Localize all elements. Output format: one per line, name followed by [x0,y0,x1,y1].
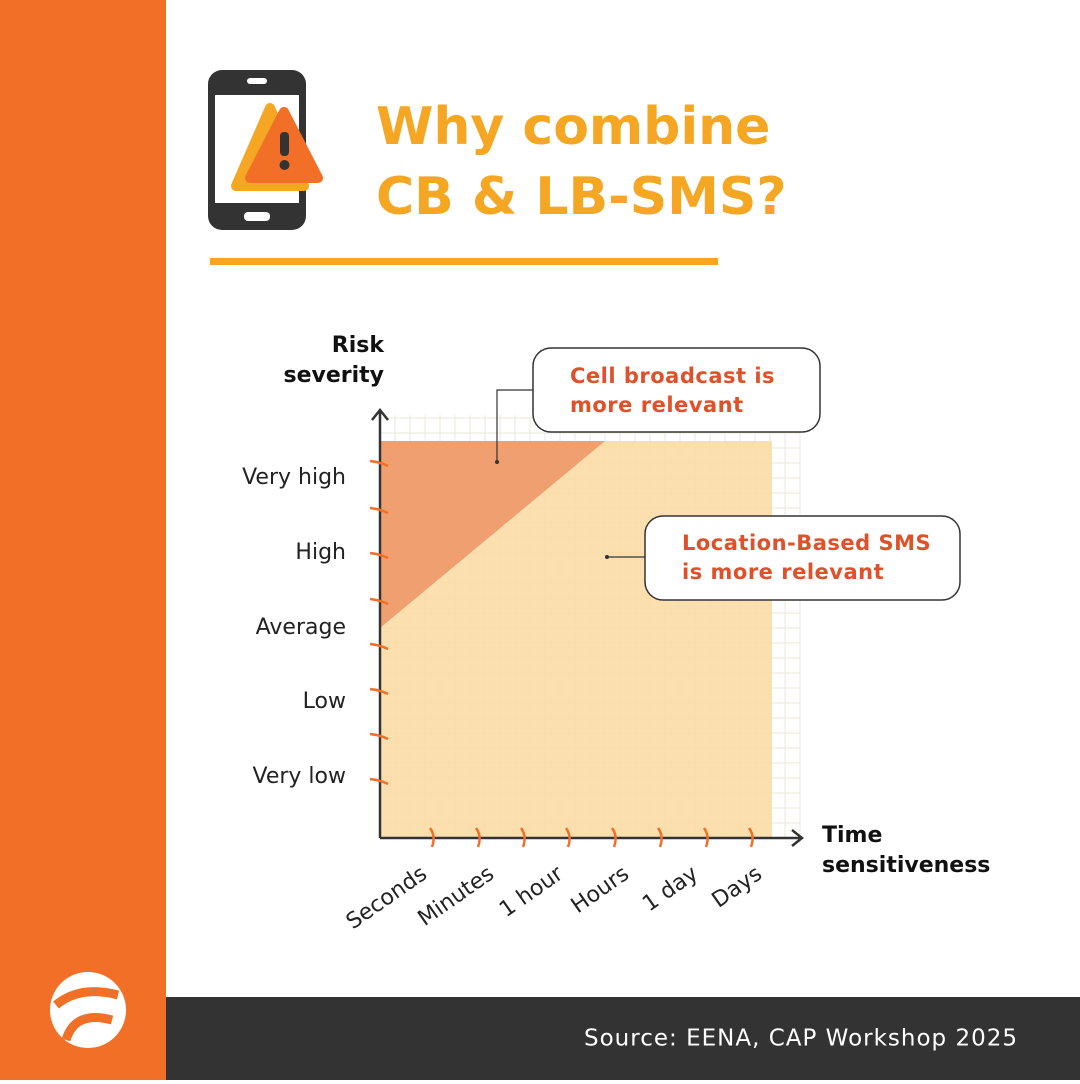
y-label: Very high [242,465,346,490]
callout-text: more relevant [570,393,744,417]
y-label: Very low [253,764,347,789]
x-axis-label: sensitiveness [822,853,990,878]
y-label: Low [303,689,346,714]
y-tick [369,642,389,651]
y-tick [369,551,389,560]
x-tick [428,827,435,848]
y-labels: Very high High Average Low Very low [242,465,346,789]
y-tick [369,687,389,696]
y-label: High [295,540,346,565]
logo [50,972,126,1048]
ticks [369,459,754,848]
y-tick [369,459,389,468]
axes [371,407,805,847]
x-tick [747,827,754,848]
x-tick [564,827,571,848]
x-tick [474,827,481,848]
y-axis-label: Risk [332,333,386,358]
footer-bar [166,997,1080,1080]
x-tick [702,827,709,848]
y-axis-label: severity [283,363,384,388]
title-line: CB & LB-SMS? [376,167,787,227]
y-tick [369,732,389,741]
title-underline [210,258,718,265]
callout: Cell broadcast is more relevant [495,347,821,464]
y-tick [369,777,389,786]
callout-text: is more relevant [682,560,884,584]
source: Source: EENA, CAP Workshop 2025 [584,1026,1018,1052]
callout-text: Location-Based SMS [682,531,931,555]
side-bar [0,0,166,1080]
y-label: Average [256,615,346,640]
x-tick [610,827,617,848]
cb-area [380,441,605,628]
x-tick [519,827,526,848]
y-tick [369,506,389,515]
title-line: Why combine [376,97,770,157]
callout-text: Cell broadcast is [570,364,775,388]
callout: Location-Based SMS is more relevant [605,515,961,601]
x-tick [656,827,663,848]
y-tick [369,597,389,606]
x-axis-label: Time [822,823,882,848]
phone-icon [208,70,323,230]
